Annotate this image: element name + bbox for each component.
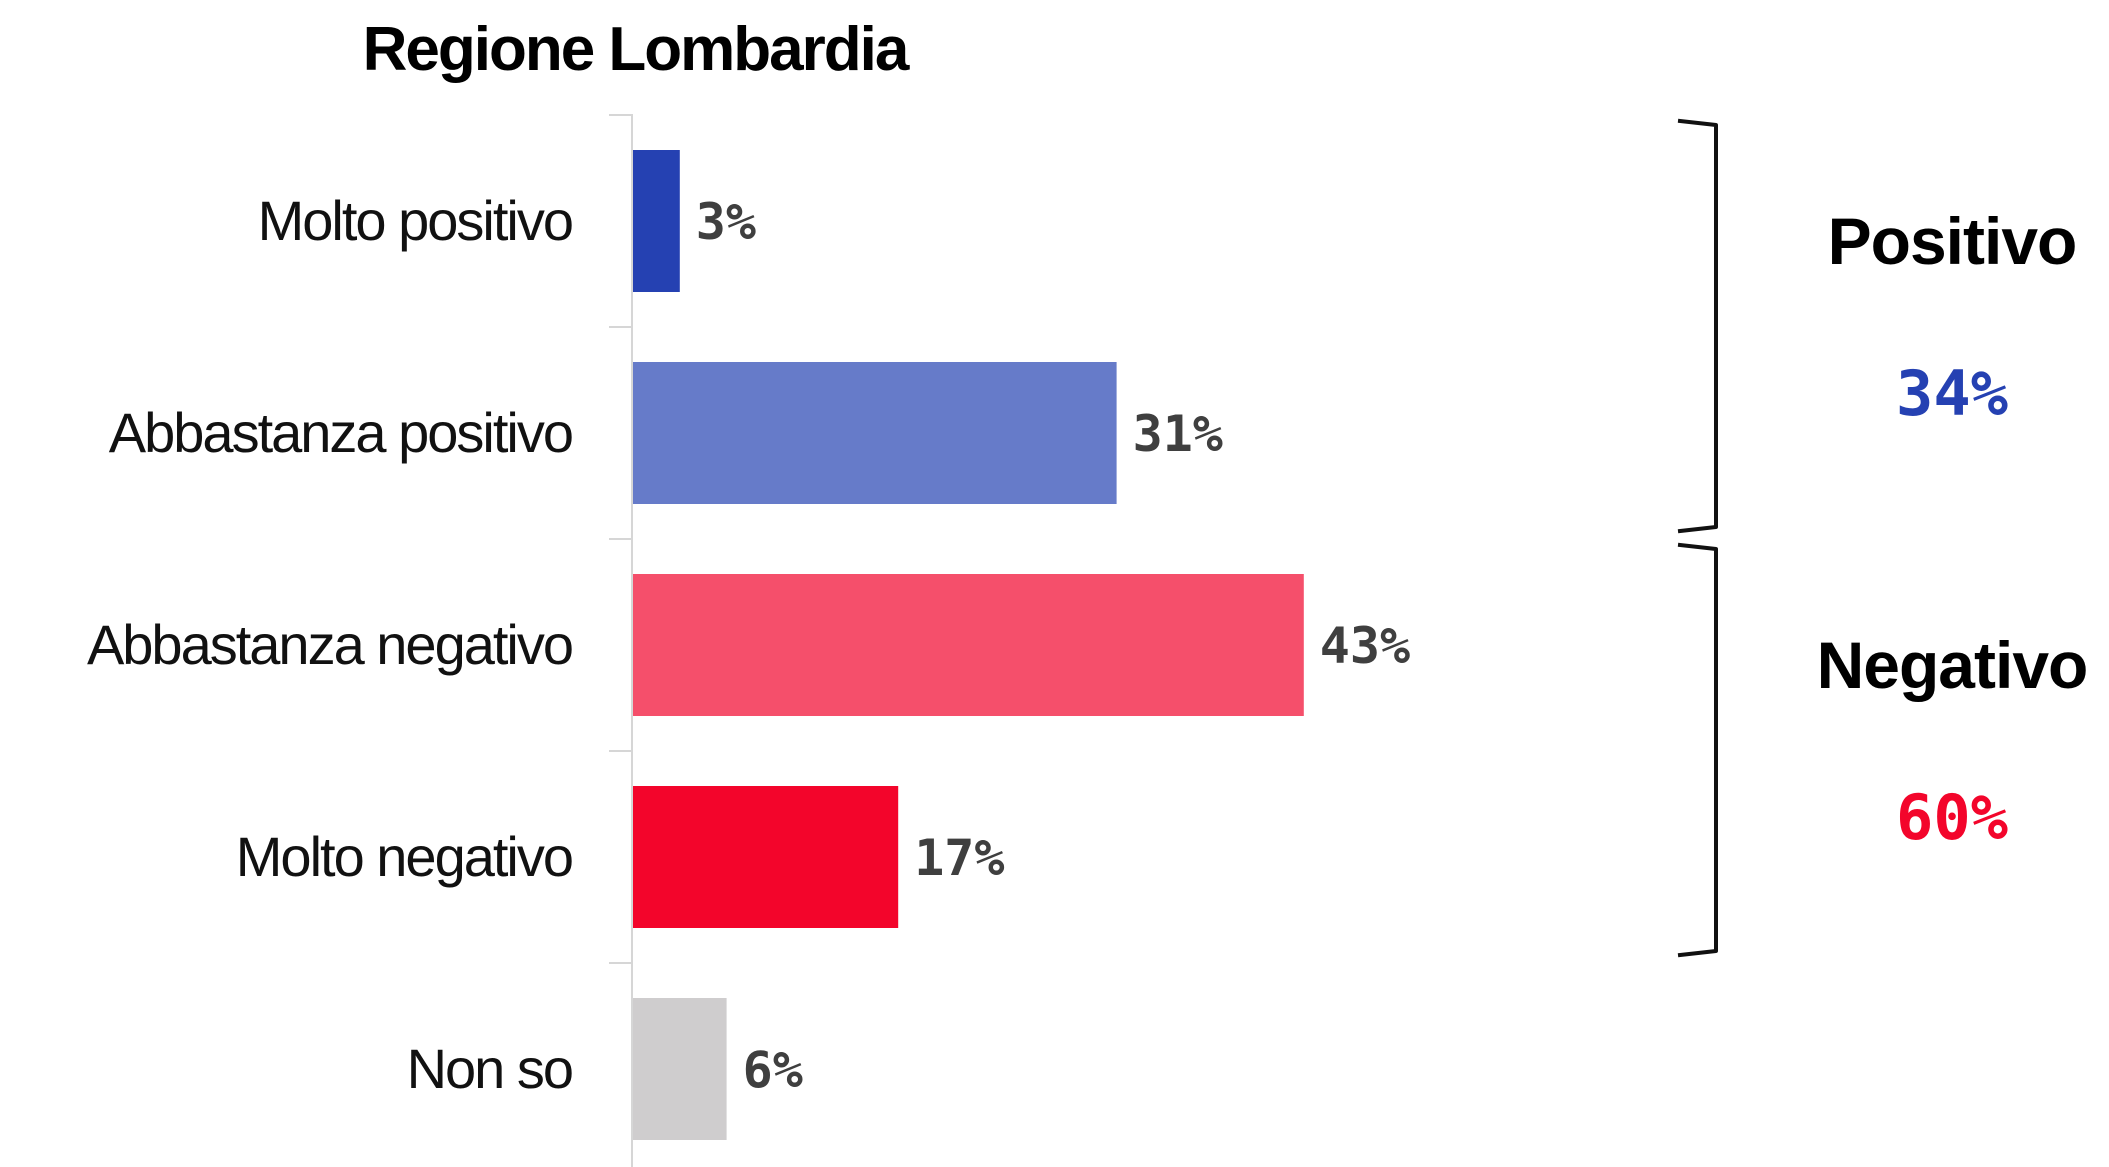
value-label: 17% bbox=[914, 829, 1004, 887]
category-labels: Molto positivo Abbastanza positivo Abbasta… bbox=[87, 189, 574, 1100]
group-bracket bbox=[1677, 118, 1718, 534]
group-name: Positivo bbox=[1828, 204, 2077, 278]
chart-title: Regione Lombardia bbox=[363, 15, 910, 84]
category-label: Abbastanza positivo bbox=[109, 401, 572, 464]
y-axis bbox=[609, 114, 633, 1167]
bar bbox=[633, 150, 680, 292]
bar bbox=[633, 362, 1117, 504]
value-label: 43% bbox=[1320, 617, 1410, 675]
group-value: 34% bbox=[1896, 357, 2008, 430]
bar bbox=[633, 786, 899, 928]
value-label: 3% bbox=[696, 193, 756, 251]
bar bbox=[633, 574, 1304, 716]
category-label: Abbastanza negativo bbox=[87, 613, 572, 676]
summary-groups: Positivo 34% Negativo 60% bbox=[1677, 118, 2088, 958]
value-label: 31% bbox=[1133, 405, 1223, 463]
bar bbox=[633, 998, 727, 1140]
group-bracket bbox=[1677, 542, 1718, 958]
category-label: Molto negativo bbox=[236, 825, 572, 888]
category-label: Non so bbox=[407, 1037, 572, 1100]
group-name: Negativo bbox=[1817, 628, 2088, 702]
bars bbox=[633, 150, 1304, 1140]
category-label: Molto positivo bbox=[258, 189, 572, 252]
group-value: 60% bbox=[1896, 781, 2008, 854]
value-labels: 3% 31% 43% 17% 6% bbox=[696, 193, 1410, 1099]
value-label: 6% bbox=[743, 1041, 803, 1099]
